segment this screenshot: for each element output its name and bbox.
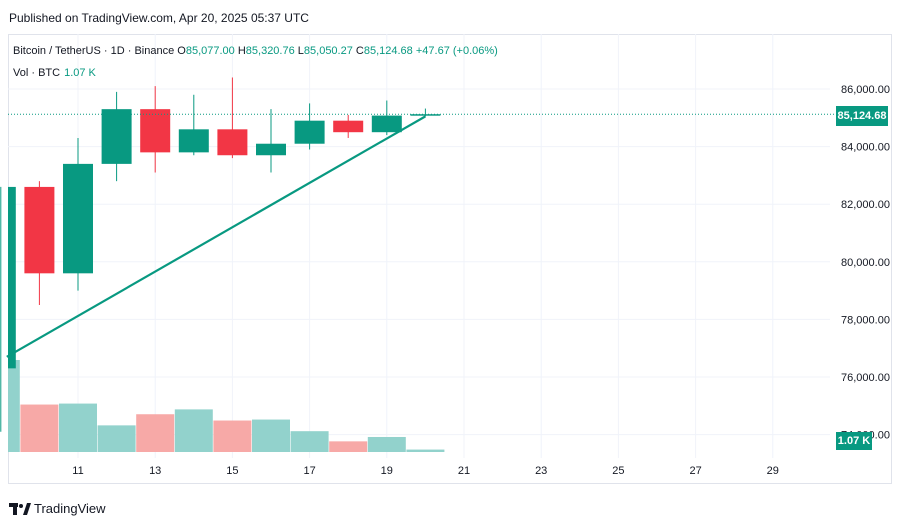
x-tick-label: 15	[226, 465, 238, 477]
candle-body	[101, 109, 132, 164]
candle-body	[178, 129, 209, 153]
candle-body	[371, 115, 402, 133]
x-tick-label: 11	[72, 465, 83, 477]
x-tick-label: 29	[767, 465, 779, 477]
volume-bar	[367, 436, 406, 452]
tradingview-brand[interactable]: TradingView	[9, 501, 106, 516]
volume-bar	[97, 425, 136, 452]
published-note: Published on TradingView.com, Apr 20, 20…	[9, 11, 309, 25]
volume-bar	[213, 420, 252, 452]
symbol-legend: Bitcoin / TetherUS · 1D · Binance O85,07…	[13, 45, 498, 57]
x-tick-label: 21	[458, 465, 470, 477]
volume-bar	[329, 441, 368, 452]
volume-tag: 1.07 K	[836, 432, 872, 450]
candle-body	[333, 120, 364, 133]
trendline	[6, 115, 426, 358]
tradingview-logo-icon	[9, 502, 31, 516]
high-value: 85,320.76	[245, 45, 295, 57]
volume-bar	[8, 360, 20, 452]
change-value: +47.67 (+0.06%)	[415, 45, 498, 57]
x-tick-label: 23	[535, 465, 547, 477]
open-label: O	[177, 45, 186, 57]
high-label: H	[237, 45, 246, 57]
open-value: 85,077.00	[185, 45, 235, 57]
volume-label[interactable]: Vol · BTC	[13, 67, 61, 79]
y-tick-label: 82,000.00	[841, 199, 890, 211]
candle-body	[8, 186, 16, 369]
candle-body	[217, 129, 248, 156]
low-label: L	[297, 45, 304, 57]
close-label: C	[355, 45, 364, 57]
y-tick-label: 78,000.00	[841, 314, 890, 326]
candle-body	[140, 109, 171, 153]
volume-bar	[59, 403, 97, 452]
candle-body	[256, 143, 286, 156]
last-price-tag: 85,124.68	[836, 106, 888, 126]
low-value: 85,050.27	[303, 45, 353, 57]
candle-body	[24, 186, 55, 274]
x-tick-label: 17	[303, 465, 315, 477]
brand-name: TradingView	[34, 501, 106, 516]
candle-body	[294, 120, 325, 144]
candle-body	[410, 114, 441, 116]
x-tick-label: 19	[381, 465, 393, 477]
volume-bar	[174, 409, 213, 452]
candle-body	[63, 163, 93, 274]
close-value: 85,124.68	[363, 45, 413, 57]
volume-value: 1.07 K	[64, 67, 96, 79]
y-tick-label: 80,000.00	[841, 257, 890, 269]
volume-bar	[136, 414, 175, 452]
x-tick-label: 13	[149, 465, 161, 477]
volume-bar	[406, 449, 445, 452]
x-tick-label: 27	[689, 465, 701, 477]
symbol-title[interactable]: Bitcoin / TetherUS · 1D · Binance	[13, 45, 175, 57]
volume-bar	[252, 419, 290, 452]
y-tick-label: 76,000.00	[841, 372, 890, 384]
y-tick-label: 84,000.00	[841, 142, 890, 154]
volume-legend: Vol · BTC 1.07 K	[13, 67, 96, 79]
volume-bar	[290, 431, 329, 452]
volume-bar	[20, 404, 59, 452]
y-tick-label: 86,000.00	[841, 84, 890, 96]
x-tick-label: 25	[612, 465, 624, 477]
